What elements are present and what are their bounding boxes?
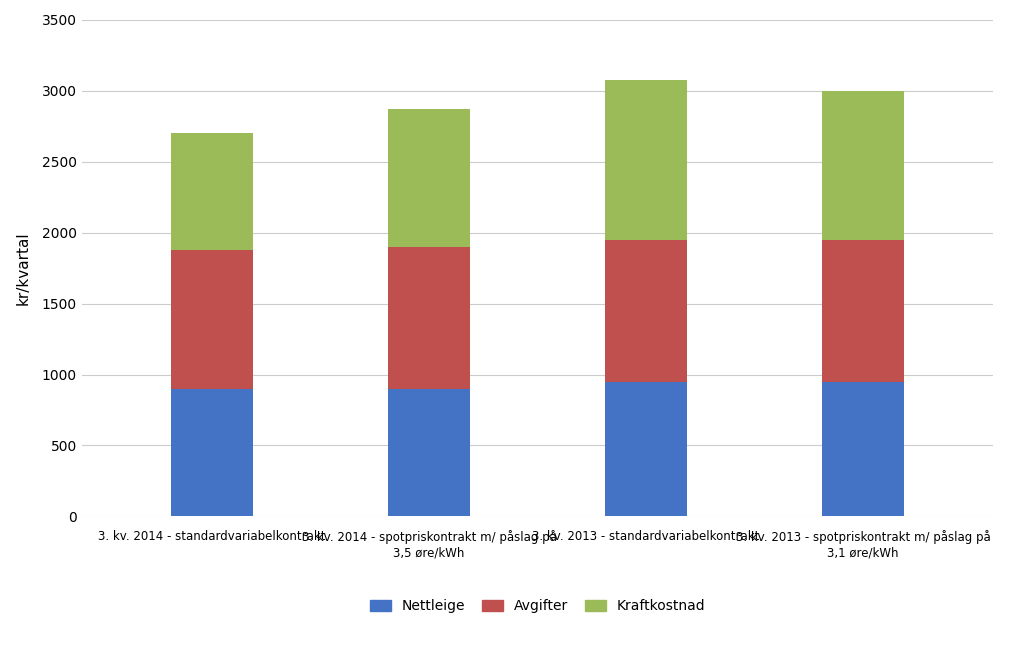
Bar [822, 381, 904, 516]
Bar [171, 389, 253, 516]
Bar [388, 109, 470, 247]
Legend: Nettleige, Avgifter, Kraftkostnad: Nettleige, Avgifter, Kraftkostnad [365, 594, 711, 619]
Y-axis label: kr/kvartal: kr/kvartal [15, 231, 31, 305]
Bar [388, 247, 470, 389]
Bar [605, 240, 687, 381]
Bar [822, 91, 904, 240]
Bar [388, 389, 470, 516]
Bar [605, 381, 687, 516]
Bar [822, 240, 904, 381]
Bar [171, 133, 253, 250]
Bar [605, 80, 687, 240]
Bar [171, 250, 253, 389]
